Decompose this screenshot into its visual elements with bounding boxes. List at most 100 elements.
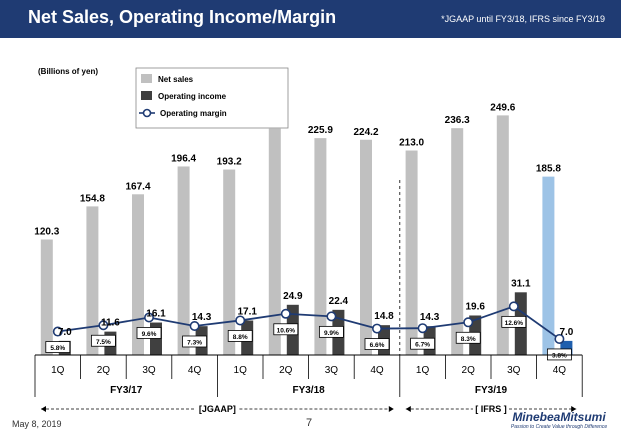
operating-margin-label: 5.8% xyxy=(50,345,65,352)
margin-label-box xyxy=(455,331,481,344)
operating-margin-label: 12.6% xyxy=(505,320,524,327)
net-sales-label: 225.9 xyxy=(308,125,333,136)
net-sales-label: 193.2 xyxy=(217,157,242,168)
net-sales-bar xyxy=(542,176,555,355)
operating-income-label: 31.1 xyxy=(511,278,531,289)
operating-margin-line xyxy=(57,305,560,340)
footer-date: May 8, 2019 xyxy=(12,419,62,429)
operating-income-label: 7.0 xyxy=(58,327,72,338)
arrow-head-left xyxy=(41,406,46,412)
fiscal-year-label: FY3/17 xyxy=(110,385,143,396)
operating-income-label: 14.8 xyxy=(374,311,394,322)
operating-margin-label: 7.5% xyxy=(96,339,111,346)
margin-label-box xyxy=(364,338,390,350)
net-sales-label: 120.3 xyxy=(34,227,59,238)
operating-margin-marker xyxy=(98,320,109,331)
fiscal-year-label: FY3/19 xyxy=(475,385,508,396)
margin-label-box xyxy=(273,323,299,336)
accounting-standard-label: [JGAAP] xyxy=(199,404,236,414)
operating-margin-marker xyxy=(554,333,565,344)
legend-label-net-sales: Net sales xyxy=(158,75,194,84)
header-bar: Net Sales, Operating Income/Margin *JGAA… xyxy=(0,0,621,38)
operating-margin-marker xyxy=(417,323,428,334)
operating-margin-marker xyxy=(189,320,200,331)
operating-margin-label: 8.8% xyxy=(233,334,248,341)
quarter-label: 1Q xyxy=(416,365,430,376)
legend-label-operating-income: Operating income xyxy=(158,92,227,101)
legend: Net sales Operating income Operating mar… xyxy=(135,67,289,129)
net-sales-bar xyxy=(86,206,99,355)
unit-label: (Billions of yen) xyxy=(38,67,98,76)
legend-box xyxy=(135,67,289,129)
operating-margin-marker xyxy=(280,308,291,319)
quarter-label: 2Q xyxy=(97,365,111,376)
company-logo: MinebeaMitsumi Passion to Create Value t… xyxy=(500,410,618,430)
legend-swatch-operating-income xyxy=(141,91,152,100)
page-number: 7 xyxy=(306,417,313,429)
operating-margin-marker xyxy=(144,312,155,323)
legend-marker-operating-margin xyxy=(142,108,152,118)
margin-label-box xyxy=(136,327,162,339)
operating-margin-marker xyxy=(463,317,474,328)
net-sales-bar xyxy=(314,138,327,355)
quarter-label: 4Q xyxy=(370,365,384,376)
quarter-label: 3Q xyxy=(142,365,156,376)
operating-margin-marker xyxy=(371,323,382,334)
quarter-label: 4Q xyxy=(553,365,567,376)
operating-margin-marker xyxy=(235,315,246,326)
margin-label-box xyxy=(318,325,344,338)
legend-label-operating-margin: Operating margin xyxy=(160,109,227,118)
margin-label-box xyxy=(547,348,572,361)
operating-income-label: 11.6 xyxy=(101,318,120,329)
quarter-label: 4Q xyxy=(188,365,202,376)
operating-margin-marker xyxy=(508,301,519,312)
quarter-label: 2Q xyxy=(462,365,476,376)
fiscal-year-label: FY3/18 xyxy=(292,385,325,396)
operating-income-label: 7.0 xyxy=(559,327,573,338)
operating-income-label: 22.4 xyxy=(329,296,349,307)
arrow-head-right xyxy=(388,406,394,412)
arrow-head-left xyxy=(405,406,411,412)
margin-label-box xyxy=(410,337,436,350)
operating-income-label: 17.1 xyxy=(237,307,257,318)
operating-margin-label: 9.9% xyxy=(324,330,339,337)
net-sales-bar xyxy=(360,139,372,355)
legend-swatch-net-sales xyxy=(141,74,152,83)
operating-margin-marker xyxy=(326,311,337,322)
operating-income-label: 19.6 xyxy=(465,301,485,312)
operating-margin-label: 6.7% xyxy=(415,342,430,349)
quarter-label: 3Q xyxy=(325,365,339,376)
accounting-standard-label: [ IFRS ] xyxy=(475,404,507,414)
quarter-label: 2Q xyxy=(279,365,293,376)
net-sales-label: 249.6 xyxy=(490,102,515,113)
net-sales-label: 224.2 xyxy=(353,127,378,138)
margin-label-box xyxy=(182,335,208,348)
operating-income-label: 14.3 xyxy=(420,312,440,323)
quarter-label: 1Q xyxy=(51,365,65,376)
quarter-label: 1Q xyxy=(234,365,248,376)
net-sales-bar xyxy=(132,194,144,355)
net-sales-bar xyxy=(405,150,418,355)
operating-margin-label: 8.3% xyxy=(461,336,476,343)
operating-income-label: 14.3 xyxy=(192,312,212,323)
operating-margin-marker xyxy=(52,326,63,337)
operating-income-label: 24.9 xyxy=(283,291,303,302)
net-sales-label: 213.0 xyxy=(399,138,424,149)
net-sales-label: 167.4 xyxy=(125,181,150,192)
net-sales-bar xyxy=(451,128,464,355)
margin-label-box xyxy=(227,330,253,342)
quarter-label: 3Q xyxy=(507,365,521,376)
page-title: Net Sales, Operating Income/Margin xyxy=(28,7,337,27)
net-sales-label: 236.3 xyxy=(445,115,470,126)
net-sales-bar xyxy=(177,166,190,355)
net-sales-bar xyxy=(40,239,53,355)
net-sales-label: 196.4 xyxy=(171,153,196,164)
net-sales-label: 154.8 xyxy=(80,193,105,204)
operating-margin-label: 7.3% xyxy=(187,339,202,346)
logo-name: MinebeaMitsumi xyxy=(512,410,606,424)
logo-tagline: Passion to Create Value through Differen… xyxy=(510,424,608,430)
operating-margin-label: 6.6% xyxy=(370,342,385,349)
margin-label-box xyxy=(501,315,527,328)
net-sales-bar xyxy=(268,128,281,355)
